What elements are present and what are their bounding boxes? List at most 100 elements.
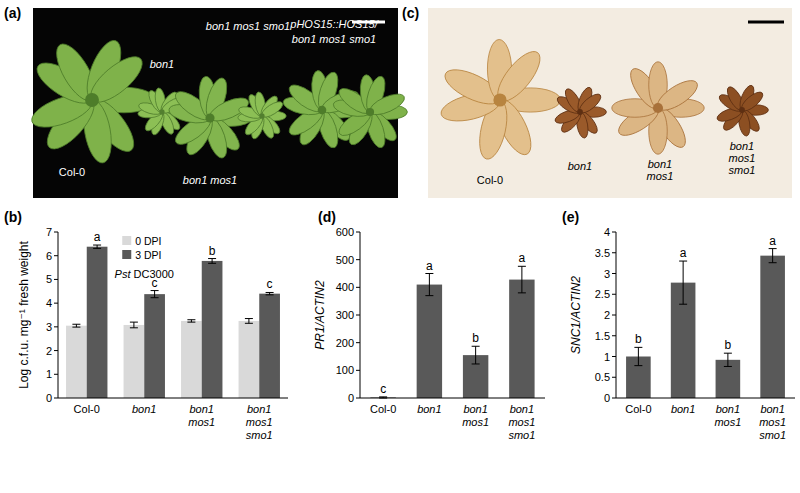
bar [87, 247, 108, 398]
y-tick-label: 300 [336, 309, 354, 321]
y-tick-label: 5 [46, 273, 52, 285]
x-tick-label: Col-0 [74, 403, 100, 415]
y-tick [54, 255, 58, 256]
label-line: bon1 [716, 403, 740, 415]
error-stem [521, 266, 522, 293]
y-tick [612, 377, 616, 378]
legend-label: 3 DPI [135, 249, 161, 261]
error-stem [248, 319, 249, 324]
error-cap [245, 323, 253, 324]
panel-label: (e) [562, 209, 579, 225]
x-tick-label: Col-0 [625, 403, 651, 415]
bar [181, 321, 202, 398]
error-bar [425, 274, 433, 296]
y-tick [54, 398, 58, 399]
error-bar [93, 245, 101, 248]
error-bar [151, 291, 159, 298]
error-cap [379, 396, 387, 397]
error-cap [634, 347, 642, 348]
plot-marks [626, 256, 785, 398]
y-tick [54, 232, 58, 233]
error-bar [724, 353, 732, 366]
y-tick-label: 1 [604, 351, 610, 363]
error-stem [772, 249, 773, 263]
y-tick-label: 0.5 [595, 371, 610, 383]
y-tick-label: 2 [46, 345, 52, 357]
rosette-center [318, 106, 327, 115]
subtitle: Pst DC3000 [115, 268, 174, 280]
significance-letter: a [680, 246, 687, 260]
x-tick-label: bon1 [671, 403, 695, 415]
photo-label: bon1 mos1 smo1 [292, 33, 376, 45]
significance-letter: c [380, 382, 386, 396]
y-tick-label: 1 [46, 368, 52, 380]
error-bar [266, 292, 274, 294]
x-tick-label: Col-0 [370, 403, 396, 415]
label-line: bon1 [463, 403, 487, 415]
photo-panel: (a)Col-0bon1bon1 mos1 smo1bon1 mos1pHOS1… [4, 5, 407, 198]
y-tick [612, 315, 616, 316]
y-tick [356, 315, 360, 316]
y-tick [54, 303, 58, 304]
error-cap [679, 304, 687, 305]
significance-letter: b [472, 331, 479, 345]
label-line: mos1 [188, 416, 215, 428]
label-line: smo1 [508, 429, 535, 441]
error-bar [679, 261, 687, 304]
error-bar [130, 322, 138, 328]
label-line: bon1 [760, 403, 784, 415]
x-tick-label: bon1mos1 [188, 403, 215, 428]
rosette-center [653, 103, 663, 113]
y-axis-label: Log c.f.u. mg⁻¹ fresh weight [17, 240, 31, 388]
bar [509, 280, 534, 398]
y-tick-label: 7 [46, 226, 52, 238]
rosette-center [259, 113, 264, 118]
y-tick-label: 0 [348, 392, 354, 404]
label-line: smo1 [246, 429, 273, 441]
rosette-center [577, 109, 583, 115]
y-tick [612, 252, 616, 253]
y-tick-label: 4 [604, 226, 610, 238]
significance-letter: b [635, 332, 642, 346]
panel-label: (a) [4, 5, 21, 21]
label-line: bon1 [190, 403, 214, 415]
error-cap [472, 346, 480, 347]
rosette-center [493, 93, 506, 106]
y-tick-label: 2.5 [595, 288, 610, 300]
label-line: mos1 [759, 416, 786, 428]
photo-background [428, 8, 792, 198]
bar [760, 256, 785, 398]
bar [124, 325, 145, 398]
error-cap [724, 353, 732, 354]
error-stem [133, 322, 134, 328]
y-tick [356, 287, 360, 288]
error-bar [245, 319, 253, 324]
x-tick-label: bon1mos1smo1 [759, 403, 786, 441]
error-cap [208, 263, 216, 264]
x-tick-label: bon1mos1smo1 [246, 403, 273, 441]
error-cap [130, 327, 138, 328]
legend-swatch [122, 236, 131, 245]
photo-label: bon1 [150, 58, 174, 70]
significance-letter: c [267, 277, 273, 291]
y-tick [54, 350, 58, 351]
y-tick [356, 342, 360, 343]
y-tick [612, 294, 616, 295]
y-tick-label: 6 [46, 250, 52, 262]
plot-overlay: baba [634, 234, 776, 367]
error-cap [187, 322, 195, 323]
label-line: smo1 [759, 429, 786, 441]
significance-letter: a [94, 230, 101, 244]
bar [144, 294, 165, 398]
error-bar [472, 346, 480, 364]
y-tick-label: 0 [46, 392, 52, 404]
label-line: mos1 [714, 416, 741, 428]
bar [66, 326, 87, 398]
label-line: bon1 [247, 403, 271, 415]
label-line: bon1 [132, 403, 156, 415]
label-line: bon1 [510, 403, 534, 415]
error-cap [151, 290, 159, 291]
y-tick-label: 500 [336, 254, 354, 266]
error-cap [425, 273, 433, 274]
error-cap [208, 258, 216, 259]
